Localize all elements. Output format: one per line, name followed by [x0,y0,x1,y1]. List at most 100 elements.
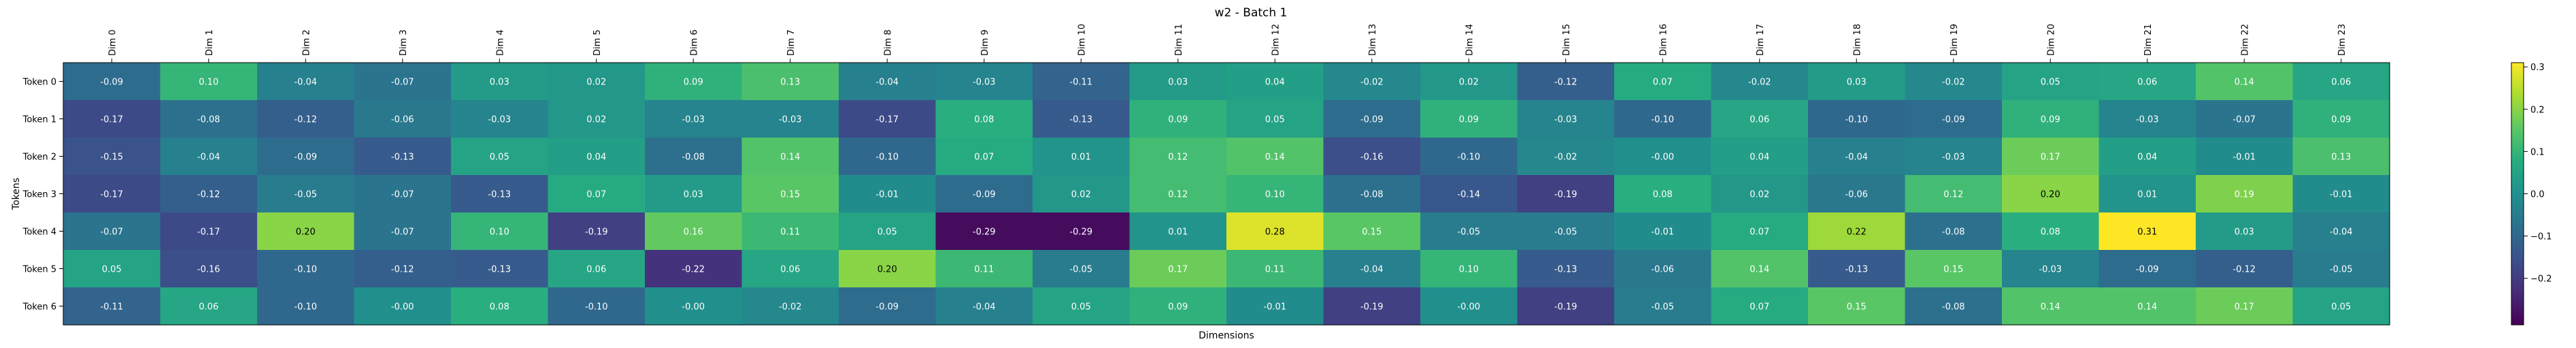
cell-value-label: -0.03 [488,115,511,125]
heatmap-cell [354,250,452,288]
cell-value-label: 0.09 [1168,302,1188,313]
cell-value-label: -0.17 [100,190,123,200]
x-tick-label: Dim 6 [689,29,699,56]
heatmap-cell [1808,250,1906,288]
heatmap-cell [2098,63,2196,101]
heatmap-cell [1808,138,1906,176]
heatmap-cell [451,287,549,326]
x-tick-labels: Dim 0 Dim 1 Dim 2 Dim 3 Dim 4 Dim 5 Dim 6 Dim 7… [107,24,2347,63]
cell-value-label: -0.10 [1457,153,1480,163]
cell-value-label: -0.03 [682,115,705,125]
cell-value-label: -0.06 [1651,265,1674,275]
cell-value-label: -0.08 [682,153,705,163]
heatmap-cell [1129,287,1227,326]
cell-value-label: -0.01 [2232,153,2256,163]
heatmap-cell [1420,63,1518,101]
heatmap-cell [839,212,937,251]
heatmap-cell [741,138,839,176]
heatmap-cell [2196,63,2294,101]
heatmap-cell [741,100,839,138]
cell-value-label: -0.09 [294,153,317,163]
x-tick-label: Dim 9 [980,29,990,56]
x-tick-label: Dim 20 [2046,24,2056,56]
cell-value-label: -0.13 [1069,115,1092,125]
cell-value-label: 0.05 [1265,115,1285,125]
cell-value-label: -0.03 [2136,115,2159,125]
heatmap-cell [1905,63,2003,101]
heatmap-cell [1420,287,1518,326]
heatmap-cell [2292,287,2390,326]
heatmap-cell [1033,63,1131,101]
heatmap-cell [257,287,355,326]
heatmap-cell [1323,175,1421,213]
heatmap-cell [2196,250,2294,288]
heatmap-cell [2292,212,2390,251]
heatmap-cell [2292,138,2390,176]
cell-value-label: -0.06 [391,115,414,125]
cell-value-label: 0.02 [1071,190,1091,200]
cell-value-label: -0.04 [973,302,996,313]
heatmap-cell [645,138,743,176]
cell-value-label: -0.12 [2232,265,2256,275]
cell-value-label: 0.06 [1750,115,1769,125]
heatmap-cell [1517,250,1615,288]
heatmap-cell [1226,63,1324,101]
cell-value-label: 0.09 [684,78,703,88]
cell-value-label: 0.02 [1459,78,1479,88]
cell-value-label: 0.20 [2041,190,2060,200]
cell-value-label: -0.10 [294,302,317,313]
heatmap-cell [2002,287,2100,326]
cell-value-label: 0.06 [2137,78,2157,88]
cell-value-label: -0.06 [1845,190,1868,200]
x-tick-label: Dim 23 [2337,24,2347,56]
cell-value-label: 0.09 [1459,115,1479,125]
cell-value-label: -0.04 [2330,227,2353,238]
cell-value-label: 0.02 [1750,190,1769,200]
cell-value-label: 0.02 [586,115,606,125]
cell-value-label: -0.03 [973,78,996,88]
heatmap-cell [1033,100,1131,138]
heatmap-cell [1323,100,1421,138]
x-axis-label: Dimensions [1199,330,1254,341]
heatmap-cell [2002,63,2100,101]
heatmap-cell [1420,212,1518,251]
cell-value-label: -0.17 [100,115,123,125]
heatmap-cell [257,138,355,176]
heatmap-cell [63,250,161,288]
cell-value-label: 0.08 [1653,190,1673,200]
heatmap-cell [645,175,743,213]
heatmap-cell [1905,287,2003,326]
heatmap-cell [1323,63,1421,101]
colorbar-tick-label: 0.0 [2530,190,2545,200]
heatmap-cell [548,287,646,326]
cell-value-label: -0.13 [1845,265,1868,275]
cell-value-label: 0.13 [780,78,800,88]
cell-value-label: -0.07 [391,190,414,200]
cell-value-label: 0.20 [877,265,897,275]
x-tick-label: Dim 14 [1465,24,1475,56]
heatmap-cell [1129,250,1227,288]
heatmap-cell [451,250,549,288]
heatmap-cell [839,250,937,288]
cell-value-label: -0.02 [779,302,802,313]
heatmap-cell [1711,212,1809,251]
x-tick-label: Dim 16 [1658,24,1669,56]
cell-value-label: 0.05 [1071,302,1091,313]
cell-value-label: -0.19 [1554,190,1577,200]
heatmap-cell [1226,175,1324,213]
heatmap-cell [1614,212,1712,251]
cell-value-label: 0.12 [1168,190,1188,200]
cell-value-label: 0.05 [2331,302,2351,313]
cell-value-label: 0.05 [102,265,122,275]
cell-value-label: -0.12 [294,115,317,125]
colorbar-gradient [2511,62,2524,326]
cell-value-label: 0.09 [2041,115,2060,125]
heatmap-cell [935,212,1033,251]
cell-value-label: -0.19 [585,227,608,238]
heatmap-cell [1517,63,1615,101]
heatmap-cell [1226,250,1324,288]
colorbar-tick-label: 0.2 [2530,105,2545,115]
cell-value-label: -0.03 [779,115,802,125]
heatmap-cell [645,100,743,138]
